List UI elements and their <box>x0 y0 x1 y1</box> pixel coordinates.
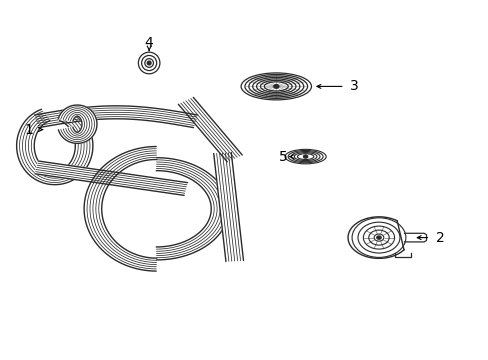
Text: 2: 2 <box>435 231 444 244</box>
Polygon shape <box>35 161 187 195</box>
Text: 1: 1 <box>25 123 34 136</box>
Circle shape <box>273 85 278 88</box>
Polygon shape <box>213 153 243 261</box>
Polygon shape <box>178 97 242 162</box>
Ellipse shape <box>147 61 151 65</box>
Polygon shape <box>156 158 228 260</box>
Polygon shape <box>17 109 93 185</box>
Text: 4: 4 <box>144 36 153 50</box>
Polygon shape <box>35 106 197 127</box>
Text: 5: 5 <box>279 150 287 163</box>
Circle shape <box>303 155 307 158</box>
Polygon shape <box>58 105 97 143</box>
Text: 3: 3 <box>349 80 358 93</box>
Polygon shape <box>84 147 157 271</box>
Circle shape <box>376 236 380 239</box>
